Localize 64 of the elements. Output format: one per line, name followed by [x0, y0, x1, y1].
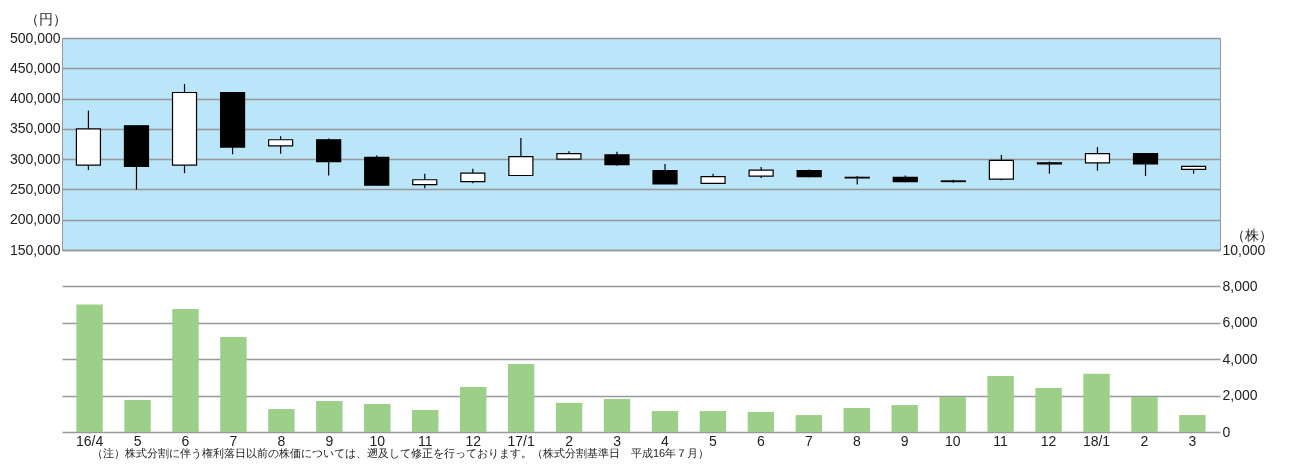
- bar: [603, 399, 631, 432]
- x-tick-label: 10: [369, 432, 386, 449]
- y-axis-title: （株）: [1230, 226, 1273, 243]
- bar: [316, 401, 343, 432]
- bar: [987, 375, 1014, 432]
- x-tick-label: 6: [756, 432, 765, 449]
- bar: [939, 397, 966, 432]
- y-tick-label: 4,000: [1222, 350, 1258, 367]
- x-tick-label: 3: [1188, 432, 1197, 449]
- x-tick-label: 11: [993, 432, 1009, 449]
- y-tick-label: 6,000: [1222, 314, 1258, 331]
- x-tick-label: 11: [417, 432, 433, 449]
- text: （注）株式分割に伴う権利落日以前の株価については、遡及して修正を行っております。（株式分割基準日 平成16年７月）: [92, 447, 710, 460]
- y-axis-title: （円）: [24, 10, 67, 27]
- y-tick-label: 0: [1222, 423, 1231, 440]
- x-tick-label: 7: [804, 432, 813, 449]
- y-tick-label: 400,000: [9, 90, 61, 107]
- x-tick-label: 2: [1140, 432, 1149, 449]
- x-tick-label: 8: [277, 432, 286, 449]
- x-tick-label: 6: [181, 432, 190, 449]
- x-tick-label: 7: [229, 432, 238, 449]
- y-tick-label: 200,000: [9, 211, 61, 228]
- y-tick-label: 450,000: [9, 59, 61, 76]
- y-tick-label: 8,000: [1222, 277, 1258, 294]
- bar: [699, 411, 727, 432]
- x-tick-label: 16/4: [75, 432, 104, 449]
- x-tick-label: 3: [613, 432, 622, 449]
- y-tick-label: 250,000: [9, 180, 61, 197]
- y-tick-label: 350,000: [9, 120, 61, 137]
- bar: [459, 387, 487, 432]
- bar: [172, 308, 199, 432]
- y-tick-label: 300,000: [9, 150, 61, 167]
- bar: [412, 409, 439, 432]
- bar: [220, 337, 247, 432]
- x-tick-label: 18/1: [1082, 432, 1111, 449]
- y-tick-label: 2,000: [1222, 387, 1258, 404]
- x-tick-label: 12: [465, 432, 482, 449]
- x-tick-label: 9: [325, 432, 334, 449]
- x-tick-label: 2: [565, 432, 574, 449]
- bar: [795, 415, 823, 432]
- x-tick-label: 4: [661, 432, 670, 449]
- x-tick-label: 5: [709, 432, 718, 449]
- bar: [268, 409, 295, 432]
- bar: [651, 411, 679, 432]
- x-tick-label: 17/1: [507, 432, 535, 449]
- y-tick-label: 150,000: [9, 241, 61, 258]
- x-tick-label: 10: [944, 432, 961, 449]
- x-tick-label: 8: [852, 432, 861, 449]
- bar: [1131, 397, 1158, 432]
- bar: [843, 407, 870, 432]
- bar: [1179, 415, 1206, 432]
- x-tick-label: 12: [1040, 432, 1057, 449]
- bar: [1035, 387, 1062, 432]
- bar: [747, 411, 775, 432]
- bar: [555, 402, 583, 432]
- bar: [76, 304, 103, 432]
- bar: [507, 363, 535, 432]
- bar: [364, 403, 391, 432]
- bar: [891, 405, 918, 432]
- x-tick-label: 5: [133, 432, 142, 449]
- bar: [124, 399, 151, 432]
- y-tick-label: 500,000: [9, 29, 61, 46]
- x-tick-label: 9: [900, 432, 909, 449]
- bar: [1083, 373, 1110, 432]
